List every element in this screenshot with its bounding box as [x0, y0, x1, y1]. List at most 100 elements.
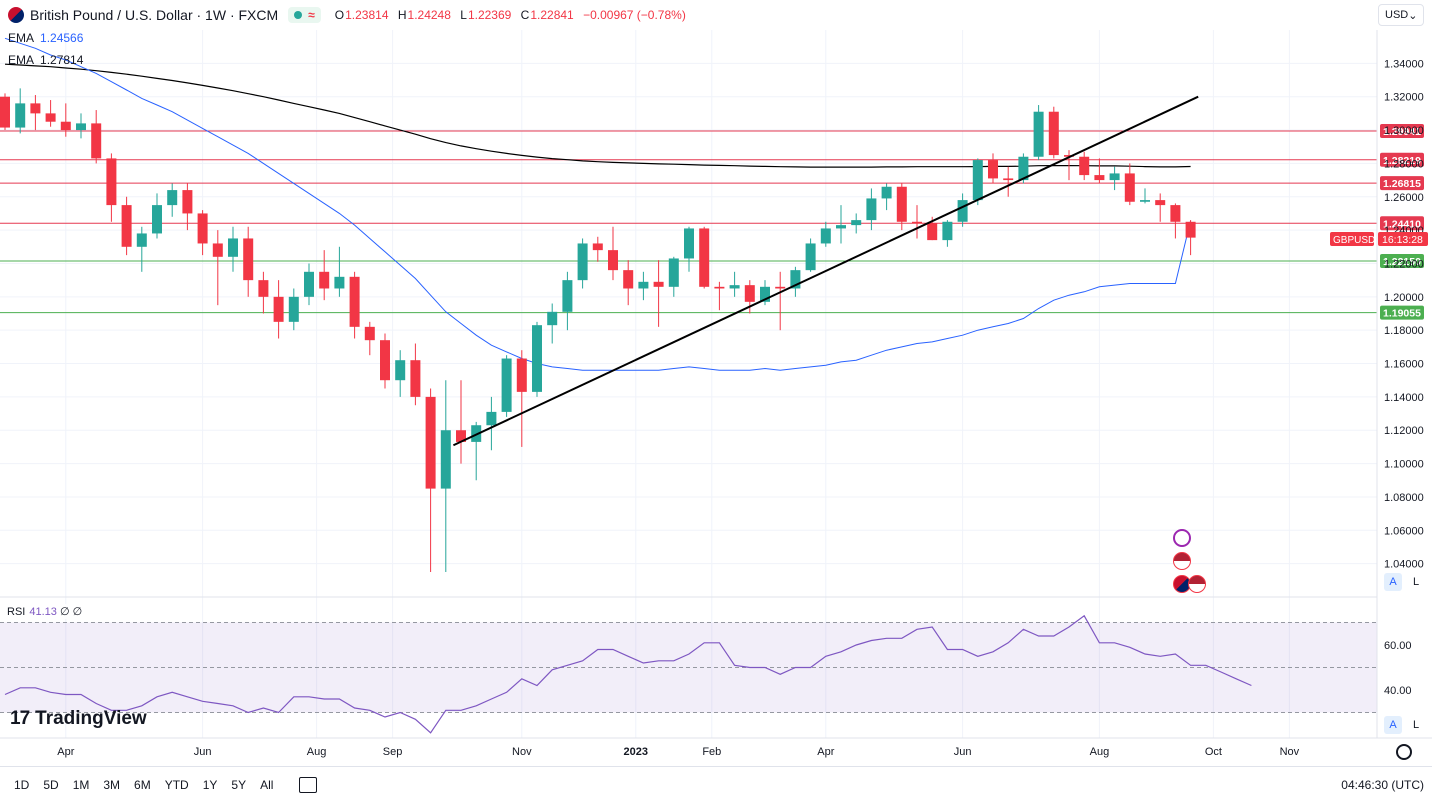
candle-body — [258, 280, 269, 297]
countdown-label: 16:13:28 — [1382, 234, 1423, 246]
tradingview-logo[interactable]: 17 TradingView — [10, 708, 147, 730]
ohlc-open-value: 1.23814 — [345, 8, 389, 22]
candle — [167, 183, 178, 217]
range-ytd[interactable]: YTD — [164, 777, 189, 792]
candle — [106, 153, 117, 222]
candle — [608, 226, 618, 281]
candle — [136, 226, 147, 272]
range-all[interactable]: All — [260, 777, 274, 792]
candle-body — [744, 285, 755, 302]
tradingview-wordmark: TradingView — [35, 708, 147, 729]
ema-fast-legend[interactable]: EMA 1.24566 — [8, 31, 83, 45]
candle — [744, 280, 755, 314]
candle-body — [790, 270, 801, 289]
candle — [820, 221, 831, 247]
candle — [532, 321, 542, 397]
candle-body — [1124, 173, 1135, 202]
us-event-flag-icon[interactable] — [1173, 552, 1191, 570]
candle-body — [668, 258, 679, 287]
candle-body — [1079, 156, 1090, 176]
candle — [456, 380, 466, 464]
rsi-value: 41.13 — [29, 606, 57, 618]
candle — [714, 281, 725, 311]
candle-body — [243, 238, 254, 281]
ema-slow-legend[interactable]: EMA 1.27814 — [8, 53, 83, 67]
level-label: 1.29941 — [1383, 126, 1421, 138]
time-tick-label: Nov — [512, 746, 532, 758]
rsi-line — [4, 614, 1252, 734]
candle-body — [1033, 111, 1044, 157]
candle-body — [182, 190, 193, 214]
rsi-auto-scale-button[interactable]: A — [1384, 716, 1402, 734]
rsi-legend[interactable]: RSI 41.13 ∅ ∅ — [4, 604, 86, 619]
candle — [364, 321, 375, 356]
candle-body — [60, 121, 71, 131]
support-resistance-levels: 1.29941 1.28219 1.26815 1.24410 1.22150 1.190… — [0, 124, 1424, 320]
level-label: 1.24410 — [1383, 218, 1421, 230]
range-6m[interactable]: 6M — [134, 777, 151, 792]
candle — [30, 95, 41, 131]
time-tick-label: Sep — [383, 746, 403, 758]
level-badge — [1380, 124, 1424, 139]
range-5y[interactable]: 5Y — [231, 777, 247, 792]
settings-gear-icon[interactable] — [1396, 744, 1412, 760]
rsi-tick-label: 60.00 — [1384, 640, 1412, 652]
candle — [152, 193, 162, 239]
time-tick-label: Apr — [817, 746, 834, 758]
price-tick-label: 1.18000 — [1384, 325, 1424, 337]
candle-body — [410, 360, 421, 397]
candle — [988, 153, 998, 184]
candle — [273, 280, 284, 339]
candle-body — [866, 198, 877, 221]
auto-scale-button[interactable]: A — [1384, 573, 1402, 591]
candle — [395, 350, 406, 397]
lightning-event-icon[interactable] — [1173, 529, 1191, 547]
candle — [182, 183, 193, 231]
candle — [547, 303, 558, 344]
range-3m[interactable]: 3M — [103, 777, 121, 792]
candle — [1003, 166, 1014, 197]
candle-body — [532, 325, 542, 392]
level-label: 1.26815 — [1383, 178, 1421, 190]
candle — [243, 226, 254, 297]
candle-body — [699, 228, 710, 287]
log-scale-button[interactable]: L — [1407, 573, 1425, 591]
candle — [972, 158, 983, 206]
ohlc-low-key: L — [460, 8, 467, 22]
candle — [699, 226, 710, 289]
symbol-title[interactable]: British Pound / U.S. Dollar · 1W · FXCM — [30, 7, 279, 23]
utc-clock[interactable]: 04:46:30 (UTC) — [1341, 777, 1424, 792]
candle-body — [15, 103, 26, 128]
level-badge — [1380, 216, 1424, 231]
rsi-extra: ∅ ∅ — [59, 606, 83, 618]
currency-selector[interactable]: USD ⌄ — [1378, 4, 1424, 26]
range-1y[interactable]: 1Y — [202, 777, 218, 792]
candle — [440, 380, 451, 572]
ohlc-close-key: C — [520, 8, 530, 22]
candle-body — [760, 286, 770, 302]
price-tick-label: 1.10000 — [1384, 459, 1424, 471]
time-tick-label: Feb — [702, 746, 721, 758]
us-event-flag-icon-2[interactable] — [1188, 575, 1206, 593]
gbp-usd-flag-icon — [8, 7, 24, 23]
range-5d[interactable]: 5D — [43, 777, 59, 792]
candle — [501, 355, 512, 417]
candle — [912, 205, 922, 239]
range-1d[interactable]: 1D — [14, 777, 30, 792]
trendline-drawing — [452, 95, 1199, 447]
candle — [1185, 220, 1196, 256]
time-tick-label: Aug — [1090, 746, 1110, 758]
calendar-icon[interactable] — [299, 776, 318, 793]
candle-body — [1064, 155, 1074, 157]
candle — [836, 205, 846, 244]
candle-body — [912, 221, 922, 224]
price-tick-label: 1.08000 — [1384, 492, 1424, 504]
range-1m[interactable]: 1M — [72, 777, 90, 792]
ema-fast-label: EMA — [8, 31, 35, 45]
market-status-badge[interactable]: ≈ — [288, 7, 321, 23]
rsi-log-scale-button[interactable]: L — [1407, 716, 1425, 734]
candle-body — [501, 358, 512, 412]
candle — [592, 236, 603, 262]
candle — [577, 238, 588, 289]
